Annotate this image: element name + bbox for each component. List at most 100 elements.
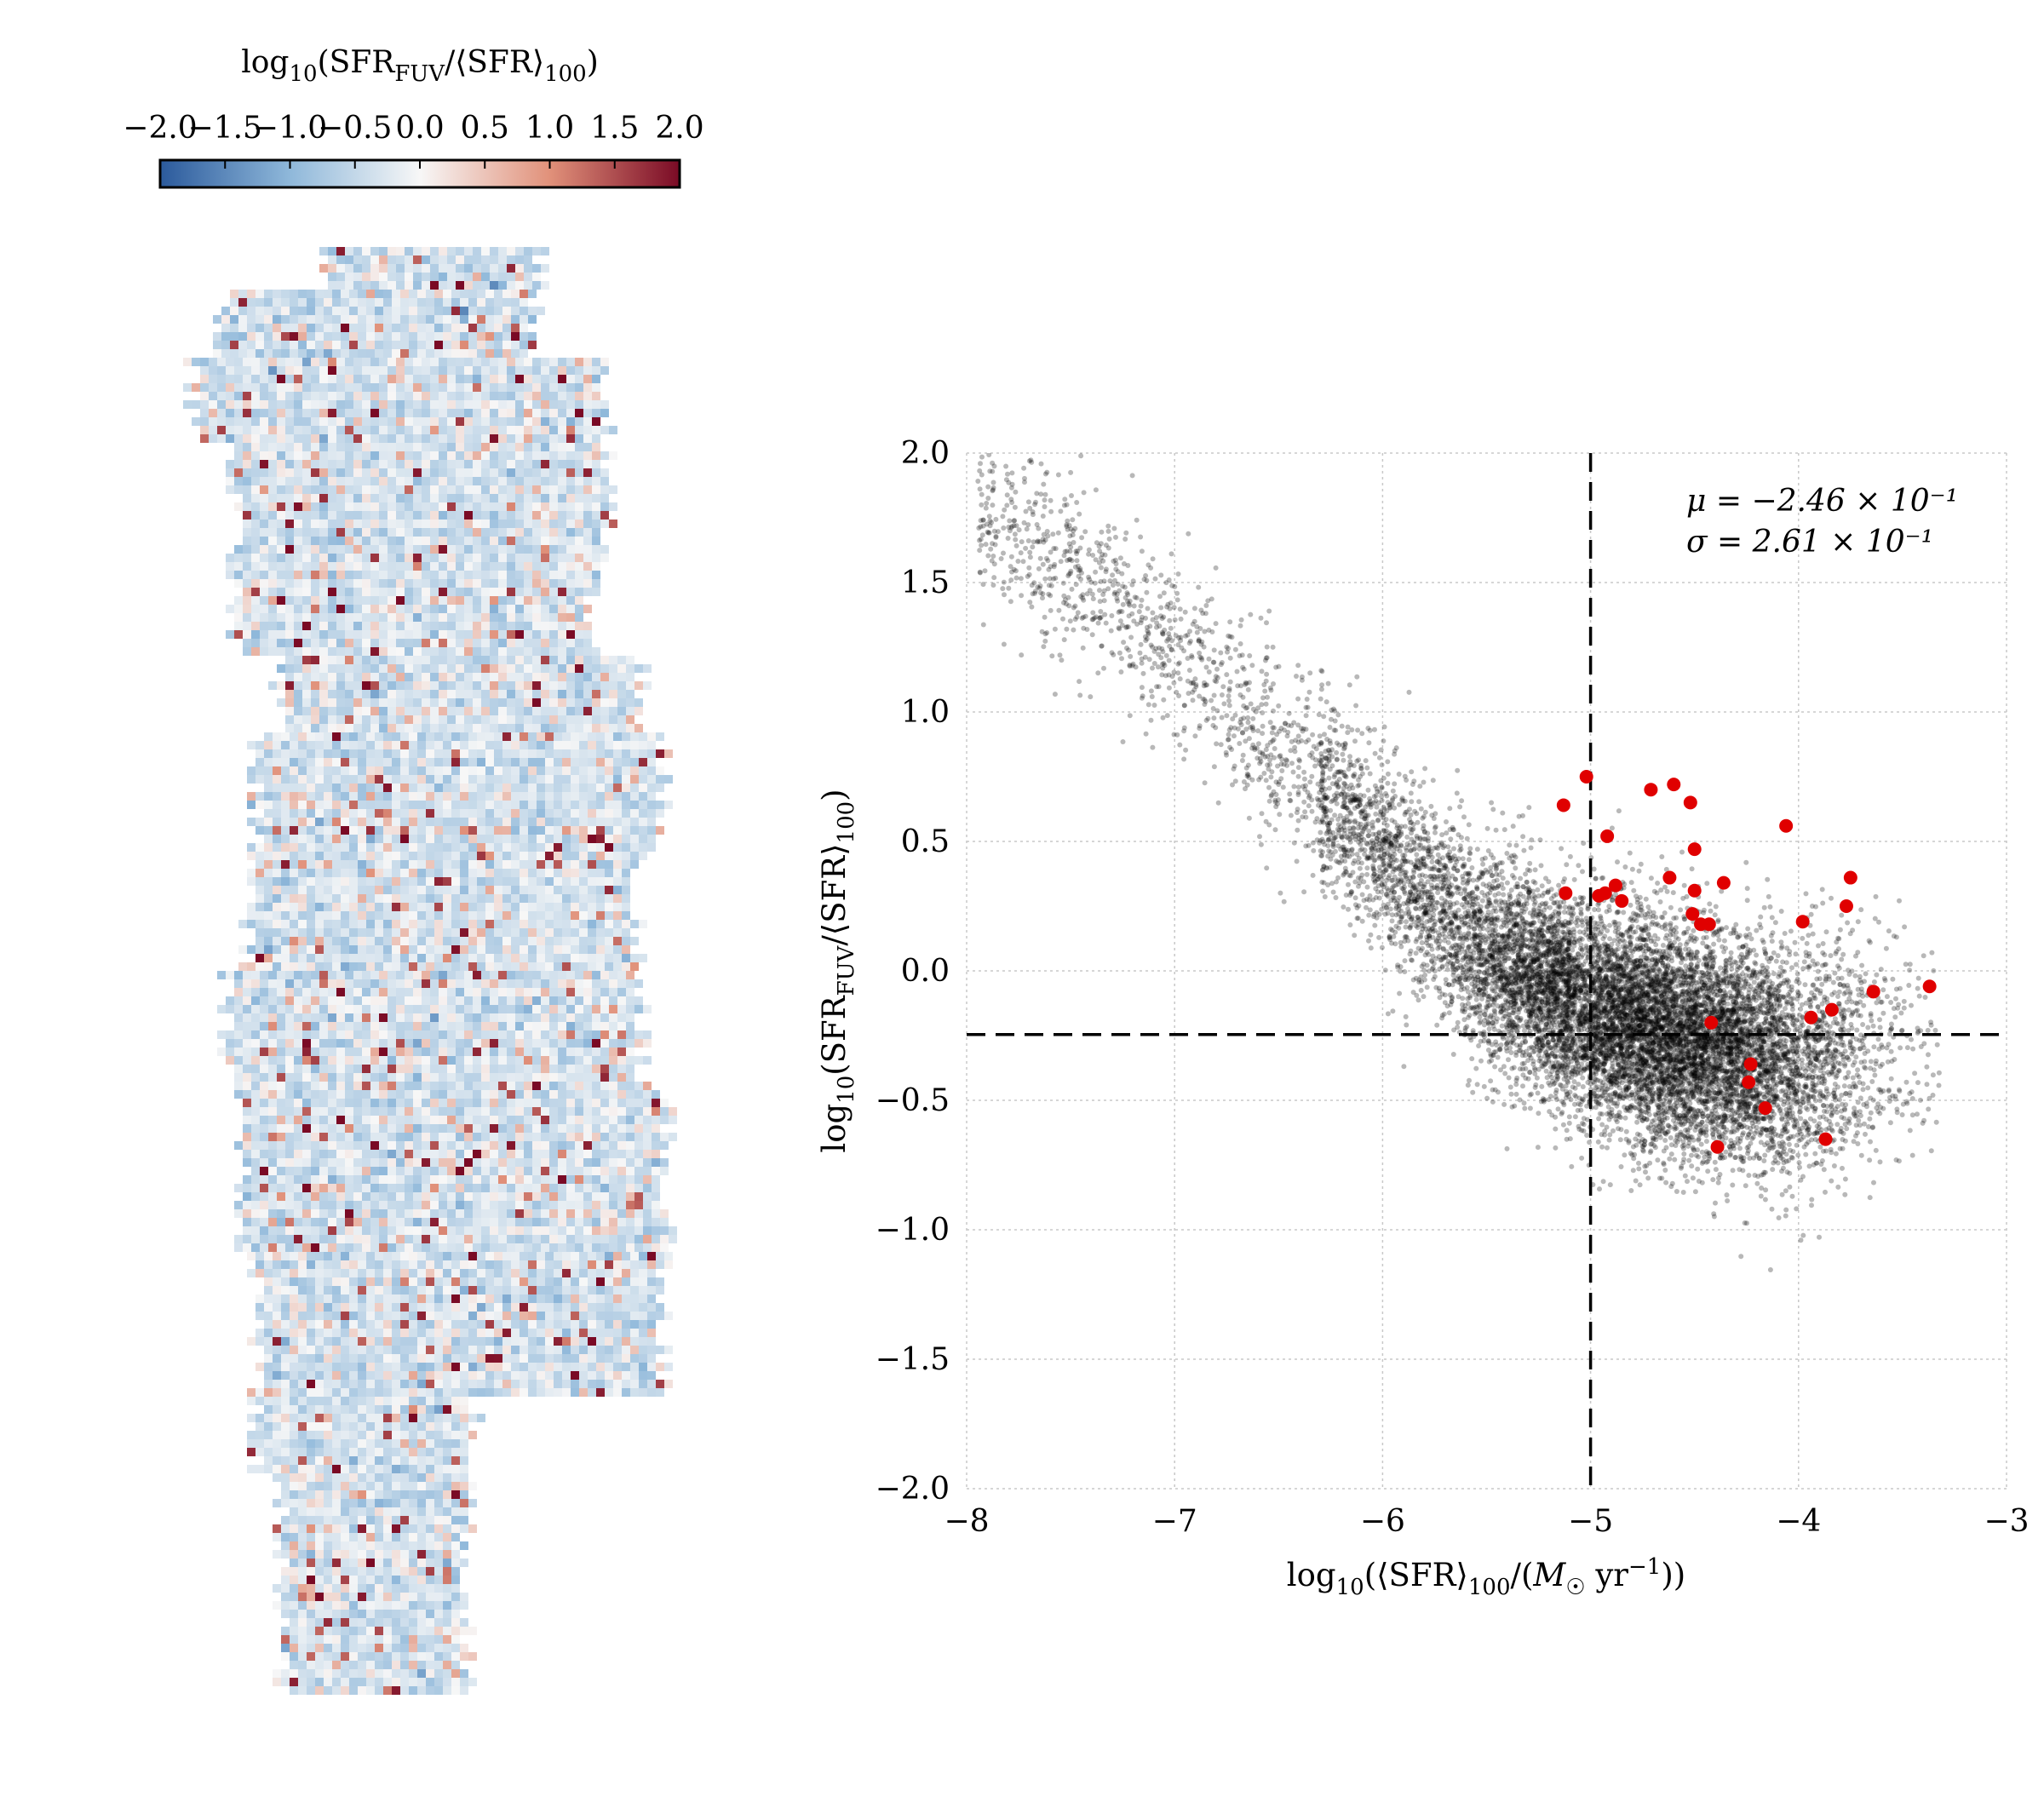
map-pixel <box>439 979 447 988</box>
map-pixel <box>447 366 456 375</box>
map-pixel <box>294 460 302 468</box>
map-pixel <box>319 477 328 485</box>
map-pixel <box>511 809 520 818</box>
map-pixel <box>324 349 332 358</box>
map-pixel <box>251 545 260 554</box>
map-pixel <box>507 630 515 639</box>
map-pixel <box>234 400 243 409</box>
map-pixel <box>456 434 464 443</box>
map-pixel <box>605 826 613 835</box>
map-pixel <box>311 511 319 520</box>
map-pixel <box>583 1116 592 1124</box>
map-pixel <box>515 502 524 511</box>
map-pixel <box>575 579 583 588</box>
map-pixel <box>234 971 243 979</box>
map-pixel <box>362 1107 370 1116</box>
map-pixel <box>622 741 630 749</box>
map-pixel <box>498 451 507 460</box>
colorbar: log10(SFRFUV/⟨SFR⟩100) −2.0−1.5−1.0−0.5 0… <box>123 45 704 189</box>
map-pixel <box>600 656 609 664</box>
map-pixel <box>405 571 413 579</box>
map-pixel <box>494 962 502 971</box>
map-pixel <box>447 656 456 664</box>
map-pixel <box>490 1175 498 1184</box>
map-pixel <box>609 1167 617 1175</box>
map-pixel <box>370 1073 379 1082</box>
map-pixel <box>430 383 439 392</box>
map-pixel <box>473 673 481 681</box>
map-pixel <box>388 1158 396 1167</box>
map-pixel <box>541 1150 549 1158</box>
map-pixel <box>464 502 473 511</box>
map-pixel <box>388 520 396 528</box>
map-pixel <box>370 630 379 639</box>
map-pixel <box>307 775 315 784</box>
map-pixel <box>311 375 319 383</box>
map-pixel <box>524 596 532 605</box>
map-pixel <box>405 1107 413 1116</box>
map-pixel <box>524 1116 532 1124</box>
map-pixel <box>545 920 554 928</box>
map-pixel <box>422 673 430 681</box>
map-pixel <box>417 818 426 826</box>
map-pixel <box>515 366 524 375</box>
map-pixel <box>532 264 541 273</box>
map-pixel <box>566 596 575 605</box>
map-pixel <box>362 1124 370 1133</box>
map-pixel <box>319 971 328 979</box>
map-pixel <box>277 460 285 468</box>
map-pixel <box>507 417 515 426</box>
map-pixel <box>238 962 247 971</box>
map-pixel <box>481 1005 490 1013</box>
map-pixel <box>447 1013 456 1022</box>
map-pixel <box>285 613 294 622</box>
map-pixel <box>332 877 341 886</box>
map-pixel <box>460 792 468 801</box>
map-pixel <box>464 681 473 690</box>
map-pixel <box>626 690 634 698</box>
map-pixel <box>281 315 290 324</box>
map-pixel <box>549 1013 558 1022</box>
map-pixel <box>588 792 596 801</box>
map-pixel <box>370 1005 379 1013</box>
map-pixel <box>566 579 575 588</box>
map-pixel <box>647 749 656 758</box>
map-pixel <box>617 988 626 996</box>
map-pixel <box>345 1184 353 1192</box>
map-pixel <box>434 809 443 818</box>
map-pixel <box>319 681 328 690</box>
map-pixel <box>490 588 498 596</box>
map-pixel <box>498 273 507 281</box>
map-pixel <box>302 1184 311 1192</box>
map-pixel <box>494 775 502 784</box>
map-pixel <box>413 656 422 664</box>
map-pixel <box>251 1039 260 1048</box>
map-pixel <box>281 766 290 775</box>
map-pixel <box>430 673 439 681</box>
map-pixel <box>264 911 273 920</box>
map-pixel <box>430 707 439 715</box>
map-pixel <box>634 1090 643 1099</box>
map-pixel <box>183 400 192 409</box>
map-pixel <box>302 468 311 477</box>
map-pixel <box>439 588 447 596</box>
map-pixel <box>541 281 549 290</box>
map-pixel <box>549 707 558 715</box>
map-pixel <box>490 1116 498 1124</box>
map-pixel <box>520 962 528 971</box>
map-pixel <box>592 1048 600 1056</box>
map-pixel <box>490 281 498 290</box>
map-pixel <box>481 1030 490 1039</box>
map-pixel <box>600 1065 609 1073</box>
map-pixel <box>507 579 515 588</box>
map-pixel <box>260 1090 268 1099</box>
map-pixel <box>234 383 243 392</box>
map-pixel <box>307 928 315 937</box>
map-pixel <box>328 1192 336 1201</box>
map-pixel <box>332 835 341 843</box>
map-pixel <box>281 877 290 886</box>
map-pixel <box>464 358 473 366</box>
map-pixel <box>511 290 520 298</box>
map-pixel <box>443 341 451 349</box>
map-pixel <box>260 1150 268 1158</box>
